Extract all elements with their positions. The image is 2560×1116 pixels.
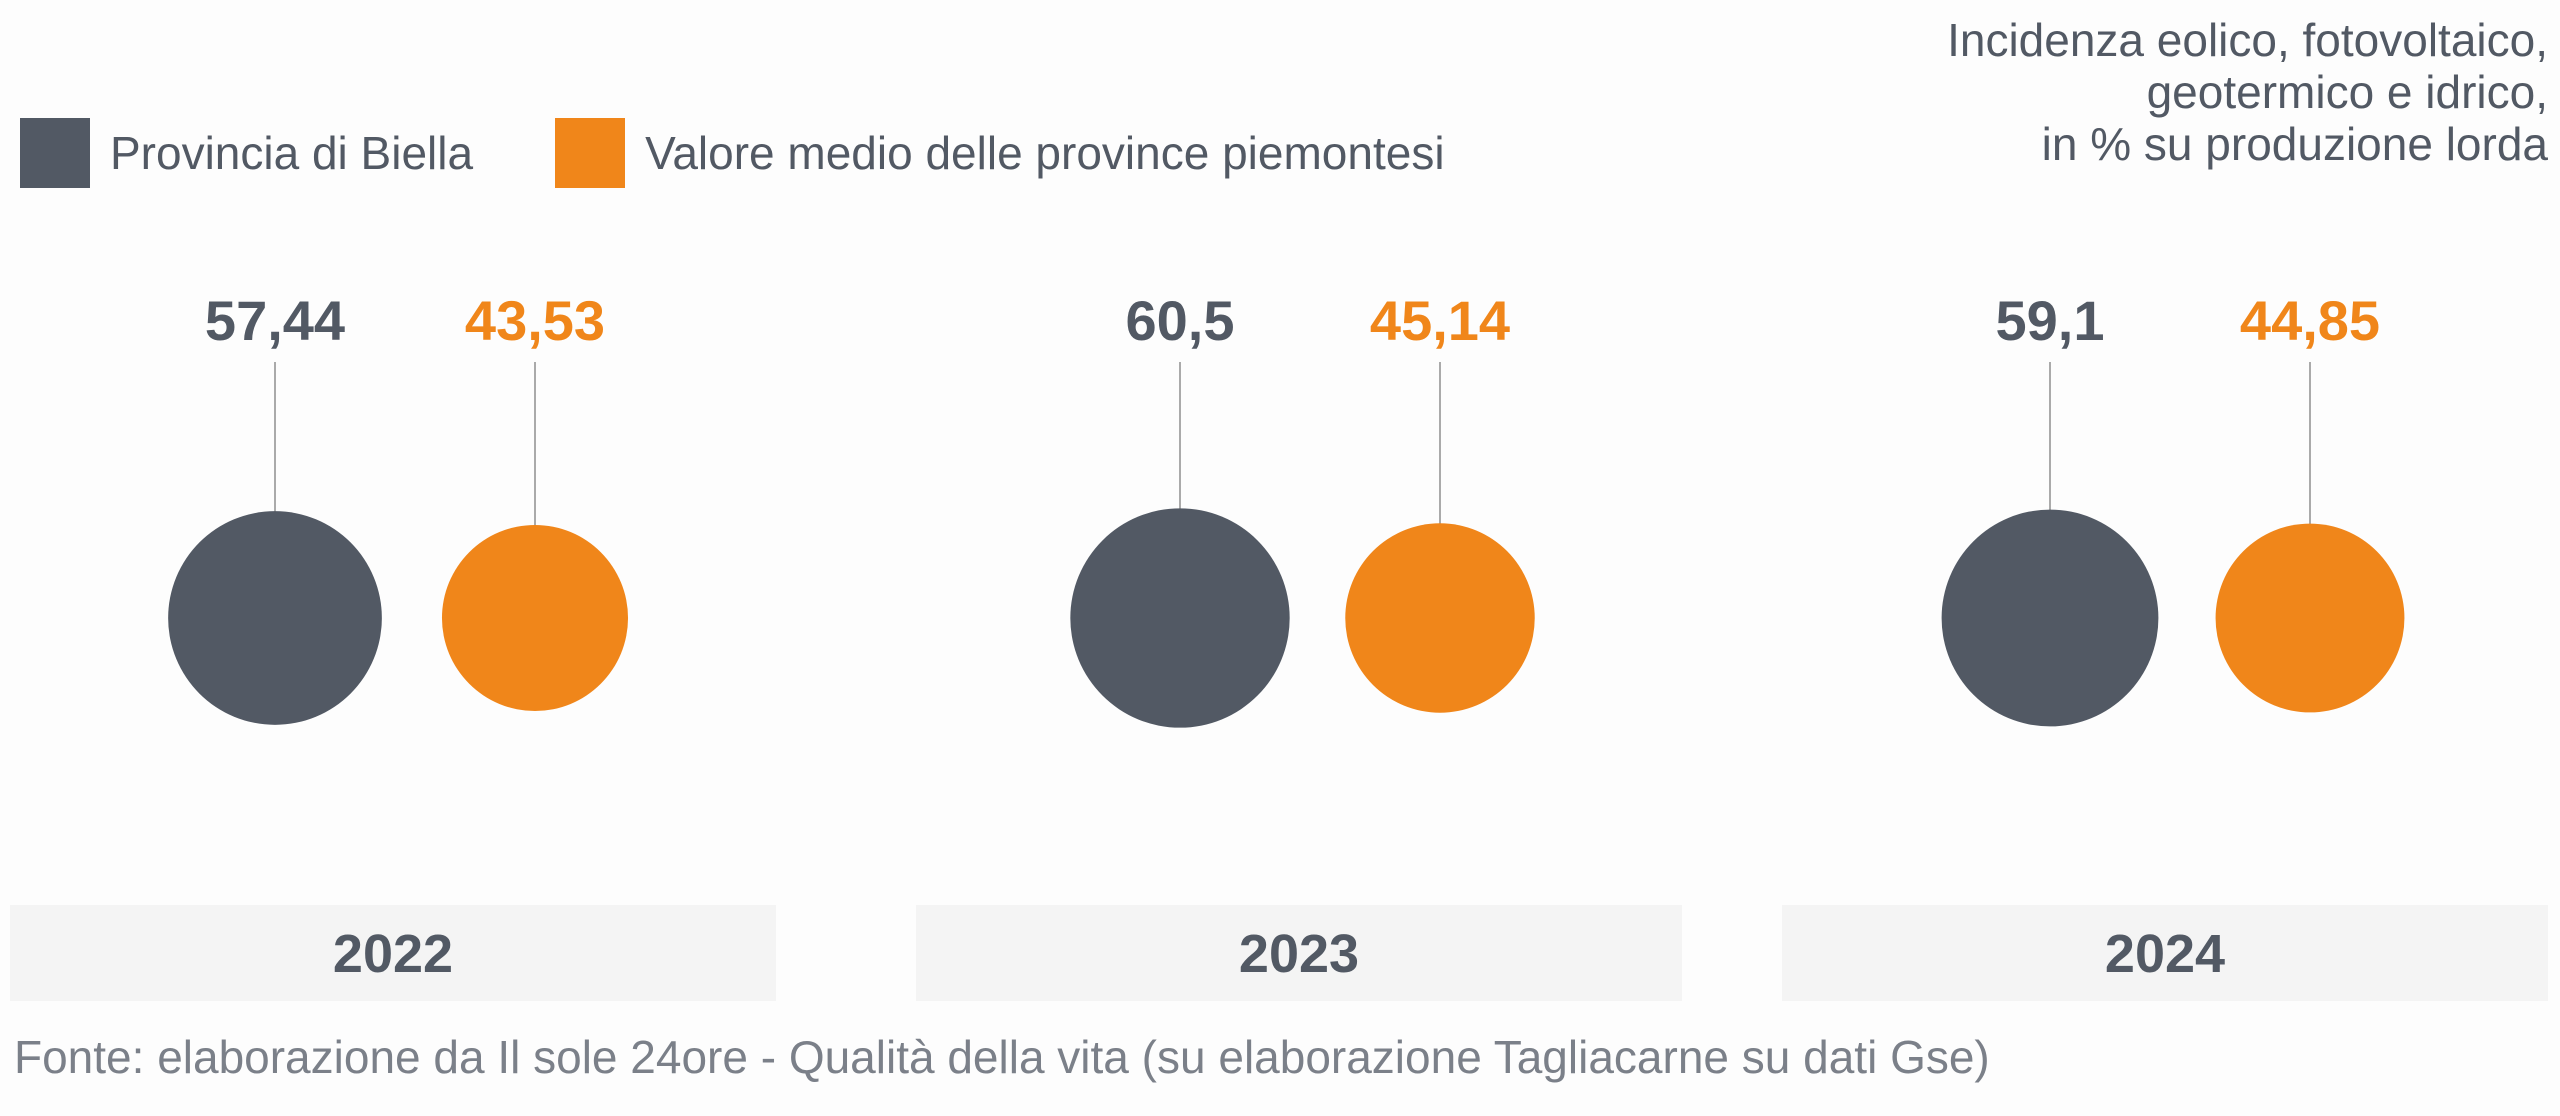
legend-item-biella: Provincia di Biella bbox=[20, 118, 473, 188]
note-line-3: in % su produzione lorda bbox=[2041, 118, 2548, 170]
bubble-biella-2023 bbox=[1070, 508, 1290, 728]
value-label-media-2023: 45,14 bbox=[1370, 289, 1510, 352]
value-label-media-2022: 43,53 bbox=[465, 289, 605, 352]
value-label-biella-2024: 59,1 bbox=[1996, 289, 2105, 352]
legend-item-media: Valore medio delle province piemontesi bbox=[555, 118, 1445, 188]
legend-label-biella: Provincia di Biella bbox=[110, 127, 474, 179]
bubble-biella-2022 bbox=[168, 511, 382, 725]
bubble-media-2024 bbox=[2215, 523, 2405, 713]
legend: Provincia di Biella Valore medio delle p… bbox=[20, 118, 1527, 188]
year-band-2024 bbox=[1782, 905, 2548, 1001]
value-label-media-2024: 44,85 bbox=[2240, 289, 2380, 352]
year-label-2024: 2024 bbox=[2105, 924, 2225, 984]
note-line-1: Incidenza eolico, fotovoltaico, bbox=[1947, 14, 2548, 66]
chart-note: Incidenza eolico, fotovoltaico, geotermi… bbox=[1648, 14, 2548, 170]
year-label-2022: 2022 bbox=[333, 924, 453, 984]
bubble-media-2022 bbox=[441, 524, 629, 712]
year-band-2023 bbox=[916, 905, 1682, 1001]
value-label-biella-2023: 60,5 bbox=[1126, 289, 1235, 352]
year-band-2022 bbox=[10, 905, 776, 1001]
legend-swatch-biella bbox=[20, 118, 90, 188]
note-line-2: geotermico e idrico, bbox=[2146, 66, 2548, 118]
value-label-biella-2022: 57,44 bbox=[205, 289, 345, 352]
legend-swatch-media bbox=[555, 118, 626, 188]
bubble-biella-2024 bbox=[1941, 509, 2159, 727]
legend-label-media: Valore medio delle province piemontesi bbox=[645, 127, 1445, 179]
bubble-media-2023 bbox=[1345, 523, 1535, 713]
source-note: Fonte: elaborazione da Il sole 24ore - Q… bbox=[14, 1031, 1990, 1083]
year-label-2023: 2023 bbox=[1239, 924, 1359, 984]
